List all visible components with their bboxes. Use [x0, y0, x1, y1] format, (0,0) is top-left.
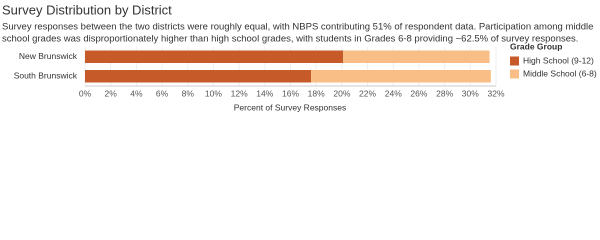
- x-tick-label: 18%: [308, 88, 325, 98]
- y-tick-label: New Brunswick: [19, 51, 78, 61]
- x-tick-label: 24%: [385, 88, 402, 98]
- x-tick-label: 8%: [182, 88, 195, 98]
- x-tick-label: 0%: [79, 88, 92, 98]
- x-tick-label: 30%: [462, 88, 479, 98]
- legend-label: High School (9-12): [523, 55, 594, 65]
- legend-label: Middle School (6-8): [523, 68, 597, 78]
- legend-title: Grade Group: [510, 41, 562, 51]
- bar-segment: [343, 50, 490, 63]
- x-tick-label: 14%: [256, 88, 273, 98]
- chart-title: Survey Distribution by District: [2, 2, 172, 17]
- x-tick-label: 22%: [359, 88, 376, 98]
- x-tick-label: 2%: [105, 88, 118, 98]
- legend-swatch: [510, 56, 519, 66]
- x-tick-label: 32%: [487, 88, 504, 98]
- x-tick-label: 26%: [410, 88, 427, 98]
- legend-swatch: [510, 69, 519, 79]
- bar-segment: [85, 70, 312, 83]
- x-tick-label: 20%: [333, 88, 350, 98]
- y-tick-label: South Brunswick: [14, 71, 78, 81]
- x-tick-label: 10%: [205, 88, 222, 98]
- chart: Survey Distribution by District Survey r…: [2, 2, 597, 112]
- chart-subtitle: Survey responses between the two distric…: [2, 22, 593, 33]
- bar-segment: [85, 50, 344, 63]
- x-tick-label: 6%: [156, 88, 169, 98]
- bar-segment: [311, 70, 491, 83]
- chart-subtitle: school grades was disproportionately hig…: [2, 34, 578, 45]
- x-tick-label: 16%: [282, 88, 299, 98]
- x-axis-label: Percent of Survey Responses: [234, 102, 346, 112]
- x-tick-label: 4%: [130, 88, 143, 98]
- x-tick-label: 28%: [436, 88, 453, 98]
- x-tick-label: 12%: [231, 88, 248, 98]
